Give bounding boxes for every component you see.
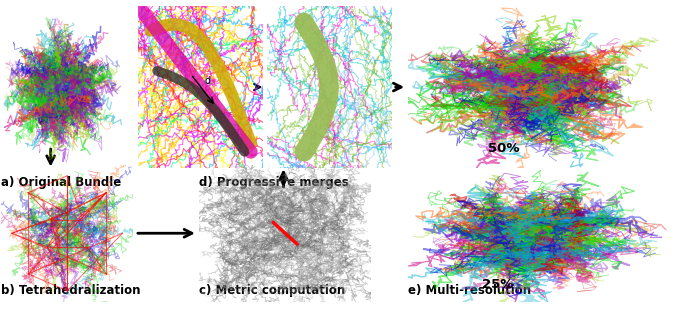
Text: b) Tetrahedralization: b) Tetrahedralization	[1, 284, 141, 297]
Text: a) Original Bundle: a) Original Bundle	[1, 176, 121, 189]
Text: 25%: 25%	[483, 278, 514, 291]
Text: 50%: 50%	[488, 142, 519, 155]
Text: d: d	[205, 76, 211, 86]
Text: c) Metric computation: c) Metric computation	[199, 284, 346, 297]
Text: d) Progressive merges: d) Progressive merges	[199, 176, 349, 189]
Text: e) Multi-resolution: e) Multi-resolution	[408, 284, 531, 297]
